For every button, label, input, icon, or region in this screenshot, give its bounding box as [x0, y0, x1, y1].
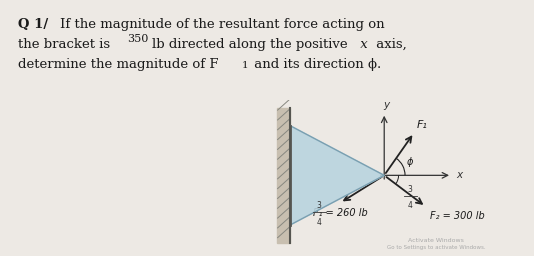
Text: If the magnitude of the resultant force acting on: If the magnitude of the resultant force … [60, 18, 384, 31]
Text: ϕ: ϕ [406, 157, 413, 167]
Text: 3: 3 [317, 201, 321, 210]
Text: F₁: F₁ [417, 120, 428, 130]
Text: y: y [384, 100, 390, 110]
Text: 4: 4 [317, 218, 321, 227]
Text: 1: 1 [242, 61, 249, 70]
Text: 3: 3 [408, 185, 413, 194]
Polygon shape [278, 108, 290, 243]
Polygon shape [290, 126, 384, 225]
Text: Go to Settings to activate Windows.: Go to Settings to activate Windows. [387, 244, 485, 250]
Text: axis,: axis, [372, 38, 407, 51]
Text: 4: 4 [408, 201, 413, 210]
Text: lb directed along the positive: lb directed along the positive [152, 38, 348, 51]
Text: Activate Windows: Activate Windows [409, 238, 464, 243]
Text: 350: 350 [127, 34, 148, 44]
Text: x: x [356, 38, 368, 51]
Text: F₁ = 260 lb: F₁ = 260 lb [313, 208, 367, 218]
Text: x: x [456, 170, 462, 180]
Text: Q 1/: Q 1/ [18, 18, 48, 31]
Text: F₂ = 300 lb: F₂ = 300 lb [430, 211, 484, 221]
Text: and its direction ϕ.: and its direction ϕ. [250, 58, 381, 71]
Text: determine the magnitude of F: determine the magnitude of F [18, 58, 218, 71]
Text: the bracket is: the bracket is [18, 38, 110, 51]
